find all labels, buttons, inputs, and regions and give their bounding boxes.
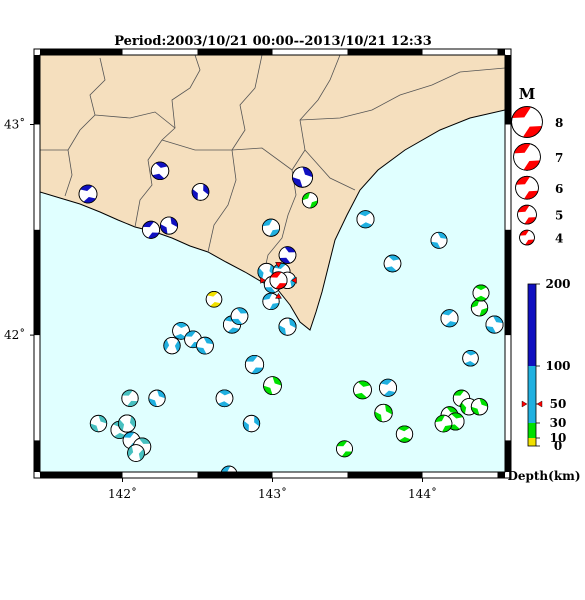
land-hokkaido: [40, 55, 505, 331]
depth-band: [528, 366, 536, 423]
magnitude-legend-label: 4: [555, 232, 563, 246]
focal-mechanism-2: [150, 161, 170, 181]
admin-boundaries: [40, 55, 505, 283]
focal-mechanism-27: [263, 376, 282, 396]
magnitude-legend-ball-5: [517, 204, 537, 225]
focal-mechanism-1: [78, 184, 98, 204]
period-title: Period:2003/10/21 00:00--2013/10/21 12:3…: [114, 34, 432, 49]
latitude-tick-label: 43˚: [4, 117, 25, 132]
focal-mechanism-17: [262, 292, 280, 311]
depth-band: [528, 438, 536, 446]
longitude-ticks: 142˚ 143˚ 144˚: [108, 478, 437, 501]
magnitude-legend: 8 7 6 5 4: [511, 106, 563, 246]
focal-mechanism-50: [462, 350, 479, 367]
focal-mechanism-35: [117, 414, 137, 433]
magnitude-legend-label: 5: [555, 209, 563, 223]
magnitude-legend-header: M: [519, 85, 536, 103]
mainshock-layer: [260, 262, 297, 299]
depth-tick-label: 10: [550, 431, 567, 445]
focal-mechanism-26: [244, 355, 265, 375]
focal-mechanism-8: [291, 166, 314, 188]
focal-mechanism-54: [485, 315, 504, 334]
focal-mechanism-22: [196, 336, 214, 355]
latitude-ticks: 43˚ 42˚: [4, 117, 34, 342]
focal-mechanism-3: [191, 183, 210, 201]
longitude-tick-label: 142˚: [108, 486, 137, 501]
depth-band: [528, 284, 536, 366]
focal-mechanism-53: [472, 284, 490, 302]
depth-tick-label: 50: [550, 397, 567, 411]
mainshock-marker-left: [260, 276, 266, 284]
focal-mechanism-20: [172, 322, 190, 340]
focal-mechanism-48: [434, 414, 453, 433]
focal-mechanism-31: [121, 389, 139, 407]
depth-tick-label: 200: [545, 277, 570, 291]
map-frame: [33, 48, 512, 479]
focal-mechanism-43: [395, 425, 414, 443]
mainshock-focal-mechanism: [269, 271, 288, 290]
focal-mechanism-12: [383, 254, 402, 273]
focal-mechanism-7: [278, 246, 297, 264]
depth-tick-label: 0: [554, 439, 562, 453]
longitude-tick-label: 143˚: [258, 486, 287, 501]
magnitude-legend-ball-4: [519, 229, 535, 246]
focal-mechanism-6: [261, 218, 281, 237]
focal-mechanism-11: [430, 231, 448, 249]
mainshock-marker-right: [291, 276, 297, 284]
focal-mechanism-42: [374, 403, 393, 423]
focal-mechanism-10: [356, 210, 375, 229]
focal-mechanism-19: [278, 317, 297, 336]
longitude-tick-label: 144˚: [408, 486, 437, 501]
focal-mechanism-38: [127, 444, 145, 462]
magnitude-legend-ball-6: [515, 175, 539, 200]
latitude-tick-label: 42˚: [4, 327, 25, 342]
focal-mechanism-49: [470, 398, 489, 416]
magnitude-legend-ball-7: [513, 143, 541, 171]
mainshock-marker-top: [275, 262, 282, 268]
focal-mechanism-18: [205, 291, 223, 308]
focal-mechanism-9: [301, 192, 319, 209]
focal-mechanism-4: [141, 220, 161, 239]
map-area: [40, 55, 505, 472]
focal-mechanism-40: [353, 380, 372, 400]
focal-mechanism-5: [159, 216, 179, 235]
depth-legend-title: Depth(km): [507, 469, 580, 483]
focal-mechanism-33: [89, 414, 108, 433]
magnitude-legend-label: 7: [555, 151, 563, 165]
magnitude-legend-label: 8: [555, 116, 563, 130]
focal-mechanism-30: [220, 465, 238, 472]
depth-marker-left: [521, 400, 528, 408]
magnitude-legend-ball-8: [511, 106, 543, 138]
depth-marker-right: [536, 400, 543, 408]
focal-mechanism-23: [163, 336, 181, 355]
focal-mechanism-28: [215, 389, 234, 408]
magnitude-legend-label: 6: [555, 182, 563, 196]
focal-mechanism-32: [148, 389, 166, 407]
focal-mechanism-39: [336, 440, 353, 458]
depth-band: [528, 423, 536, 438]
mainshock-marker-bottom: [275, 292, 282, 299]
focal-mechanism-25: [230, 307, 249, 325]
depth-tick-label: 100: [545, 359, 570, 373]
depth-tick-label: 30: [550, 416, 567, 430]
focal-mechanism-29: [242, 414, 261, 433]
focal-mechanism-41: [378, 378, 398, 397]
focal-mechanism-52: [470, 299, 489, 317]
focal-mechanism-51: [440, 309, 459, 328]
